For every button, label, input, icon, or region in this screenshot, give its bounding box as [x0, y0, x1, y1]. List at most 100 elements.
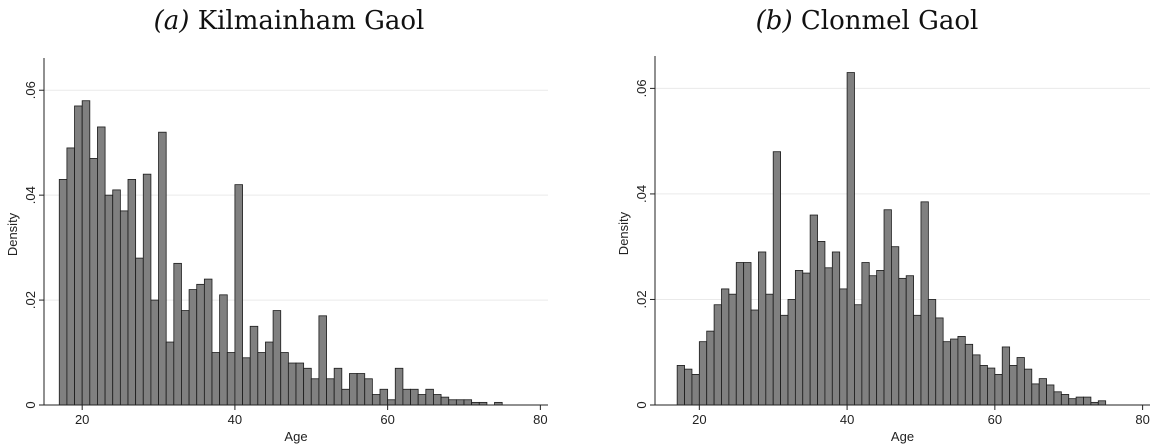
- panel-a-bar: [97, 126, 106, 406]
- panel-b-bar: [839, 288, 848, 406]
- panel-a-bar: [265, 341, 274, 406]
- panel-a-x-tick-label: 60: [380, 412, 394, 427]
- panel-b-bar: [927, 299, 937, 406]
- panel-b-chart: 0 .02 .04 .06 20 40 60 80 Age Density: [616, 56, 1150, 444]
- panel-a-bar: [318, 315, 327, 406]
- panel-b-bar: [854, 304, 863, 406]
- panel-a-x-axis-label: Age: [284, 429, 307, 444]
- panel-b-bar: [1009, 365, 1018, 406]
- panel-a-title-text: Kilmainham Gaol: [197, 6, 425, 36]
- panel-a-bar: [310, 378, 320, 406]
- panel-b-title-text: Clonmel Gaol: [800, 6, 979, 36]
- panel-a-bar: [196, 283, 205, 406]
- panel-a-bar: [402, 388, 411, 406]
- panel-b-bar: [787, 299, 796, 406]
- panel-b-bar: [1031, 383, 1040, 406]
- panel-b-bar: [698, 341, 708, 406]
- panel-a-bar: [303, 367, 312, 406]
- panel-a-bar: [272, 310, 282, 406]
- panel-a-bar: [379, 388, 389, 406]
- panel-a-bar: [66, 147, 75, 406]
- panel-a-y-axis-label: Density: [5, 212, 20, 256]
- panel-a-bar: [173, 262, 182, 406]
- panel-b-bar: [861, 262, 870, 406]
- panel-a-x-tick-label: 40: [228, 412, 242, 427]
- panel-a-bar: [371, 394, 381, 406]
- panel-b-bar: [1053, 391, 1062, 406]
- panel-a-bar: [341, 388, 350, 406]
- panel-a-bar: [165, 341, 175, 406]
- panel-b-y-tick-label: .02: [634, 290, 649, 308]
- panel-b-bar: [831, 251, 841, 406]
- panel-a-bar: [135, 257, 144, 406]
- panel-b-bar: [846, 72, 855, 406]
- panel-a-bar: [119, 210, 129, 406]
- panel-b-bar: [935, 317, 944, 406]
- panel-a-bar: [242, 357, 251, 406]
- panel-a-bar: [326, 378, 335, 406]
- panel-b-bar: [794, 270, 804, 406]
- panel-b-bar: [713, 304, 722, 406]
- panel-a-bar: [89, 158, 98, 406]
- panel-b-title: (b) Clonmel Gaol: [578, 6, 1156, 36]
- panel-b-bar: [735, 262, 745, 406]
- panel-b-bar: [684, 368, 693, 406]
- panel-b-bar: [1038, 378, 1047, 406]
- panel-b-bar: [905, 275, 914, 406]
- panel-a-bar: [349, 373, 358, 406]
- panel-b-bar: [824, 267, 833, 406]
- panel-b-x-tick-label: 40: [840, 412, 854, 427]
- panel-a-bar: [249, 325, 259, 406]
- panel-a-bar: [188, 289, 198, 406]
- panel-b-bar: [1001, 346, 1011, 406]
- panel-b-bar: [898, 277, 907, 406]
- panel-b-bar: [772, 151, 781, 406]
- panel-b-y-tick-label: 0: [634, 401, 649, 408]
- panel-b-x-tick-label: 80: [1135, 412, 1149, 427]
- panel-b-bar: [920, 201, 929, 406]
- panel-a-bar: [455, 399, 465, 406]
- panel-b-bar: [1024, 368, 1033, 406]
- panel-b-bar: [817, 241, 826, 406]
- panel-a-y-tick-label: .06: [23, 81, 38, 99]
- panel-a-bar: [112, 189, 121, 406]
- panel-a-bar: [463, 399, 473, 406]
- panel-a-bar: [211, 352, 221, 406]
- panel-a-bar: [257, 352, 266, 406]
- panel-a-bar: [127, 179, 137, 406]
- panel-b-bar: [994, 373, 1003, 406]
- panel-a-y-tick-label: .04: [23, 186, 38, 204]
- panel-a-bar: [425, 388, 434, 406]
- panel-b-bar: [942, 341, 951, 406]
- panel-a-bar: [74, 105, 83, 406]
- panel-b-bar: [802, 272, 811, 406]
- panel-b-y-axis-label: Density: [616, 211, 631, 255]
- panel-b-x-tick-label: 60: [988, 412, 1002, 427]
- panel-a-bar: [417, 394, 427, 406]
- panel-b-bar: [987, 367, 996, 406]
- panel-a-bar: [58, 179, 68, 406]
- panel-a-bar: [364, 378, 373, 406]
- panel-b-bar: [1097, 400, 1107, 406]
- panel-b-bar: [780, 314, 789, 406]
- panel-a-bar: [104, 194, 114, 406]
- panel-a-bar: [158, 131, 167, 406]
- panel-b-bar: [765, 293, 774, 406]
- panel-a-bar: [287, 362, 297, 406]
- panel-b-bar: [1016, 357, 1025, 406]
- panel-b-bar: [743, 262, 752, 406]
- panel-a-bar: [203, 278, 213, 406]
- panel-b-label: (b): [755, 6, 793, 36]
- panel-b-bar: [750, 309, 759, 406]
- panel-b-bar: [1068, 398, 1077, 406]
- panel-a-bar: [387, 399, 396, 406]
- panel-a-bar: [440, 396, 450, 406]
- panel-a-bar: [394, 367, 404, 406]
- panel-b-bar: [1075, 396, 1084, 406]
- panel-b-bar: [913, 314, 922, 406]
- panel-a-bar: [356, 373, 366, 406]
- panel-a-y-tick-label: .02: [23, 291, 38, 309]
- panel-a-bar: [448, 399, 457, 406]
- panel-a-bar: [410, 388, 419, 406]
